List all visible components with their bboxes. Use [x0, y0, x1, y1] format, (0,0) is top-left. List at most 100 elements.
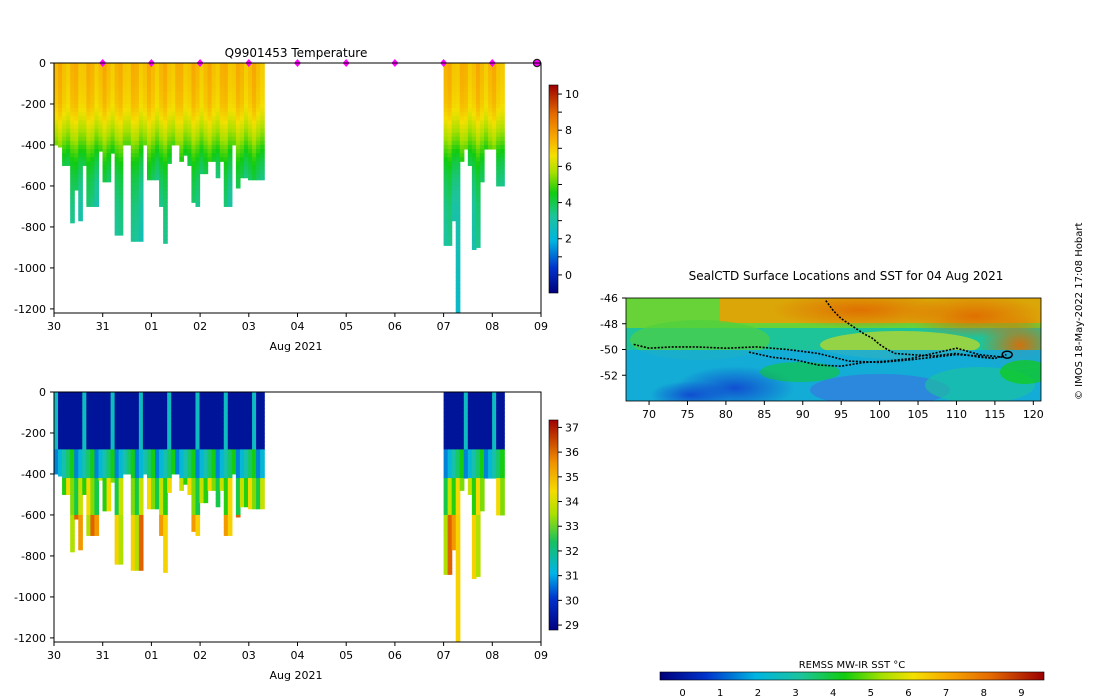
temperature-cell	[130, 79, 136, 84]
salinity-cell	[479, 400, 485, 405]
salinity-cell	[114, 396, 120, 401]
salinity-cell	[475, 555, 481, 561]
colorbar-tick-label: 4	[565, 197, 572, 210]
salinity-cell	[260, 494, 265, 500]
salinity-cell	[114, 416, 120, 422]
salinity-cell	[227, 416, 233, 422]
temperature-cell	[102, 153, 108, 158]
temperature-cell	[94, 71, 100, 76]
salinity-cell	[187, 486, 193, 491]
temperature-cell	[86, 103, 91, 109]
salinity-cell	[207, 420, 213, 426]
salinity-cell	[447, 490, 453, 495]
temperature-cell	[142, 136, 148, 142]
salinity-cell	[471, 449, 477, 454]
temperature-cell	[106, 87, 112, 93]
salinity-cell	[114, 412, 120, 418]
salinity-cell	[155, 396, 160, 401]
salinity-y-axis: 0-200-400-600-800-1000-1200	[14, 386, 54, 645]
salinity-cell	[447, 494, 453, 500]
salinity-cell	[463, 432, 469, 438]
salinity-cell	[159, 482, 164, 487]
salinity-cell	[492, 392, 497, 397]
salinity-cell	[451, 510, 457, 516]
salinity-cell	[467, 408, 473, 413]
temperature-cell	[94, 112, 100, 117]
temperature-cell	[187, 67, 193, 72]
salinity-cell	[256, 420, 261, 426]
salinity-cell	[252, 502, 257, 508]
salinity-cell	[199, 424, 205, 430]
salinity-cell	[191, 494, 197, 500]
salinity-cell	[102, 424, 108, 430]
temperature-cell	[496, 140, 501, 146]
salinity-cell	[110, 457, 116, 463]
salinity-cell	[90, 400, 96, 405]
temperature-cell	[78, 206, 83, 212]
salinity-cell	[500, 396, 505, 401]
salinity-cell	[114, 408, 120, 413]
temperature-cell	[78, 214, 83, 220]
salinity-cell	[203, 449, 209, 454]
salinity-cell	[159, 469, 164, 475]
salinity-cell	[248, 465, 253, 471]
temperature-cell	[179, 120, 184, 125]
salinity-cell	[496, 506, 501, 512]
salinity-cell	[114, 473, 120, 479]
temperature-cell	[256, 177, 261, 181]
temperature-cell	[459, 132, 465, 138]
salinity-cell	[235, 437, 241, 442]
temperature-cell	[227, 157, 233, 162]
temperature-cell	[66, 103, 71, 109]
temperature-cell	[455, 173, 461, 179]
temperature-cell	[187, 144, 193, 150]
temperature-cell	[82, 149, 87, 154]
temperature-cell	[475, 185, 481, 191]
salinity-cell	[102, 490, 108, 495]
temperature-cell	[215, 83, 221, 89]
temperature-cell	[496, 91, 501, 97]
y-tick-label: -46	[600, 292, 618, 305]
salinity-cell	[459, 461, 465, 467]
temperature-cell	[122, 103, 128, 109]
salinity-cell	[82, 490, 87, 495]
temperature-cell	[207, 79, 213, 84]
salinity-cell	[227, 392, 233, 397]
salinity-cell	[475, 531, 481, 536]
temperature-cell	[500, 149, 505, 154]
temperature-cell	[102, 177, 108, 183]
salinity-cell	[248, 437, 253, 442]
temperature-cell	[159, 169, 164, 175]
temperature-cell	[78, 99, 83, 105]
salinity-cell	[443, 490, 449, 495]
temperature-cell	[138, 231, 144, 236]
temperature-cell	[74, 177, 79, 183]
salinity-cell	[183, 400, 188, 405]
temperature-cell	[134, 149, 140, 154]
salinity-cell	[130, 555, 136, 561]
y-tick-label: 0	[39, 57, 46, 70]
temperature-cell	[211, 63, 217, 68]
temperature-cell	[195, 120, 201, 125]
salinity-cell	[223, 453, 229, 459]
temperature-cell	[447, 103, 453, 109]
temperature-cell	[54, 87, 59, 93]
temperature-cell	[134, 206, 140, 212]
y-tick-label: -1200	[14, 303, 46, 316]
salinity-cell	[74, 502, 79, 508]
temperature-cell	[98, 144, 104, 150]
temperature-cell	[195, 128, 201, 134]
temperature-cell	[58, 103, 63, 109]
salinity-cell	[260, 437, 265, 442]
temperature-cell	[488, 79, 493, 84]
temperature-cell	[142, 120, 148, 125]
salinity-cell	[500, 404, 505, 409]
temperature-cell	[187, 136, 193, 142]
salinity-cell	[74, 478, 79, 483]
temperature-cell	[82, 75, 87, 80]
salinity-cell	[86, 408, 91, 413]
temperature-cell	[215, 165, 221, 171]
salinity-cell	[203, 428, 209, 434]
salinity-cell	[179, 404, 184, 409]
salinity-cell	[142, 469, 148, 475]
